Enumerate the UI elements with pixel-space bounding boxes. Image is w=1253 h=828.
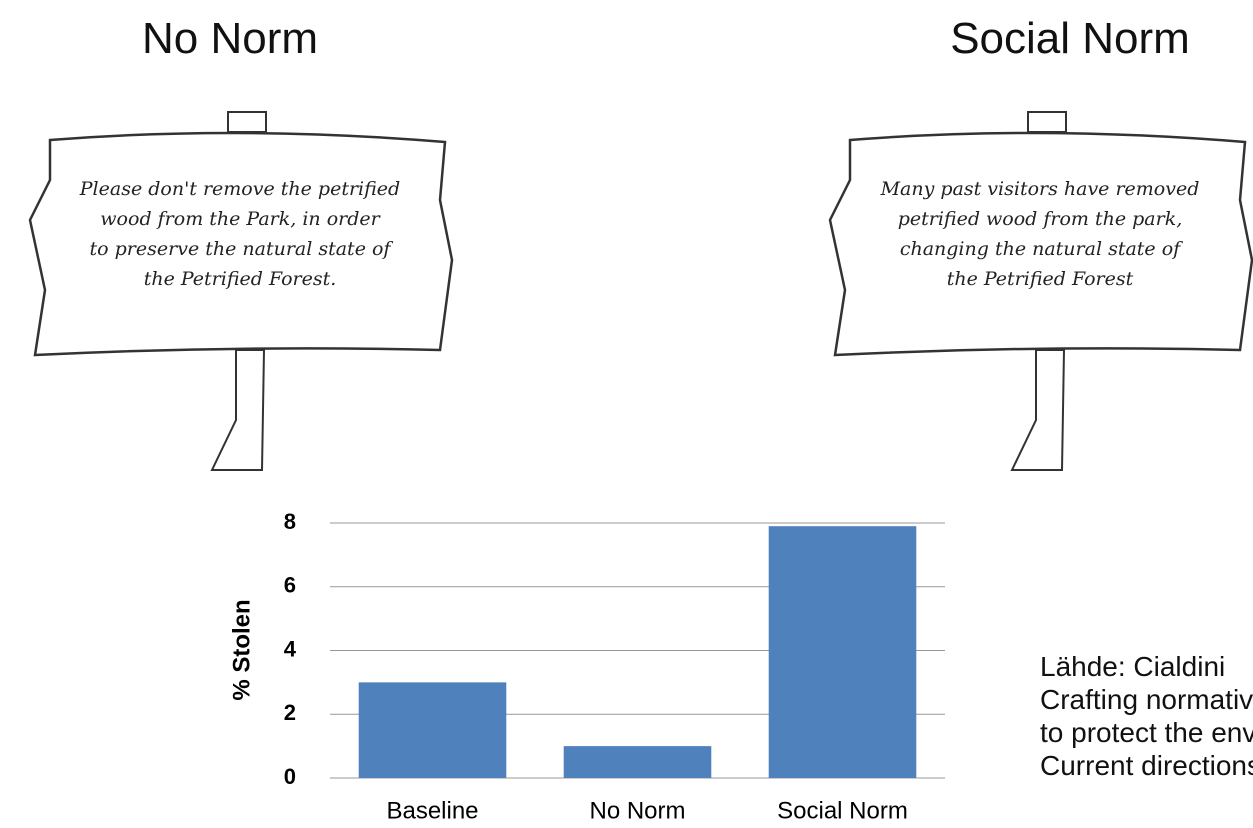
sign-line: the Petrified Forest <box>947 268 1134 290</box>
x-tick-label: Social Norm <box>777 797 908 824</box>
y-tick-label: 8 <box>284 509 296 534</box>
sign-line: Many past visitors have removed <box>880 178 1200 200</box>
source-line: Current directions <box>1040 750 1253 781</box>
y-tick-label: 0 <box>284 764 296 789</box>
sign-line: changing the natural state of <box>900 238 1183 260</box>
heading: No Norm <box>141 14 319 63</box>
sign-line: the Petrified Forest. <box>144 268 337 290</box>
sign-line: to preserve the natural state of <box>90 238 394 260</box>
sign-line: wood from the Park, in order <box>100 208 381 230</box>
sign-right <box>828 111 1253 471</box>
x-tick-label: Baseline <box>386 797 478 824</box>
bar <box>563 746 712 778</box>
y-axis-label: % Stolen <box>228 599 255 700</box>
y-tick-label: 4 <box>284 636 297 661</box>
bar <box>768 526 917 778</box>
source-line: Crafting normative messages <box>1040 684 1253 715</box>
x-tick-label: No Norm <box>589 797 685 824</box>
sign-line: petrified wood from the park, <box>898 208 1183 230</box>
sign-left <box>28 111 454 471</box>
y-tick-label: 6 <box>284 573 296 598</box>
source-line: Lähde: Cialdini <box>1040 651 1226 682</box>
sign-line: Please don't remove the petrified <box>79 178 400 200</box>
heading: Social Norm <box>950 14 1190 63</box>
chart: 0 2 4 6 8 % Stolen Baseline No Norm Social Norm <box>228 509 945 824</box>
y-tick-label: 2 <box>284 700 296 725</box>
source-line: to protect the environment. <box>1040 717 1253 748</box>
bar <box>358 682 507 778</box>
